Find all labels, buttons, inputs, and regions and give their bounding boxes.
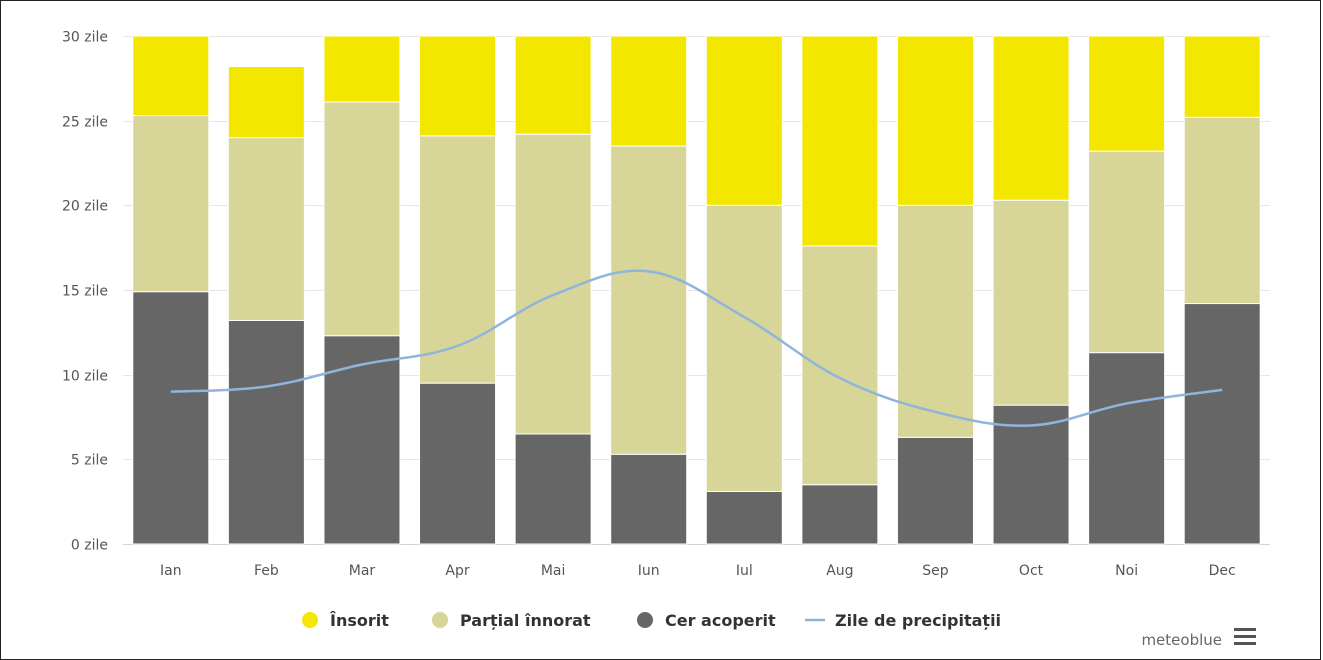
legend-item-3[interactable]: Zile de precipitații — [805, 611, 1001, 630]
precipitation-line-layer — [170, 269, 1223, 427]
bar-sep-series-2[interactable] — [896, 35, 974, 206]
bar-noi-series-2[interactable] — [1088, 35, 1166, 152]
bar-dec-series-0[interactable] — [1183, 303, 1261, 545]
bar-aug-series-0[interactable] — [801, 484, 879, 545]
bar-apr-series-1[interactable] — [419, 135, 497, 384]
y-tick-label: 15 zile — [62, 284, 108, 300]
legend-item-2[interactable]: Cer acoperit — [637, 611, 776, 630]
bar-feb-series-2[interactable] — [227, 65, 305, 139]
y-tick-label: 10 zile — [62, 369, 108, 385]
legend-label: Zile de precipitații — [835, 611, 1001, 630]
x-tick-label: Mar — [349, 563, 376, 579]
legend-circle-icon — [637, 612, 653, 628]
y-axis: 0 zile 5 zile 10 zile 15 zile 20 zile 25 zile… — [62, 30, 108, 554]
y-tick-label: 5 zile — [71, 453, 108, 469]
x-tick-label: Iun — [638, 563, 660, 579]
bar-iul-series-2[interactable] — [705, 35, 783, 206]
bar-apr-series-0[interactable] — [419, 382, 497, 545]
x-tick-label: Oct — [1019, 563, 1044, 579]
x-tick-label: Mai — [541, 563, 566, 579]
bar-dec-series-2[interactable] — [1183, 35, 1261, 118]
x-tick-label: Noi — [1115, 563, 1138, 579]
x-tick-label: Ian — [160, 563, 182, 579]
bar-iul-series-1[interactable] — [705, 204, 783, 493]
y-tick-label: 25 zile — [62, 115, 108, 131]
bar-oct-series-2[interactable] — [992, 35, 1070, 201]
x-axis: Ian Feb Mar Apr Mai Iun Iul Aug Sep Oct Noi Dec — [160, 563, 1236, 579]
bar-ian-series-0[interactable] — [132, 291, 210, 545]
bar-oct-series-1[interactable] — [992, 199, 1070, 406]
bar-mar-series-1[interactable] — [323, 101, 401, 337]
legend-label: Însorit — [330, 611, 389, 630]
x-tick-label: Dec — [1209, 563, 1236, 579]
bar-sep-series-0[interactable] — [896, 436, 974, 545]
legend-item-1[interactable]: Parțial înnorat — [432, 611, 591, 630]
x-tick-label: Apr — [445, 563, 469, 579]
bar-iul-series-0[interactable] — [705, 491, 783, 545]
legend-label: Parțial înnorat — [460, 611, 591, 630]
bar-mai-series-2[interactable] — [514, 35, 592, 135]
bar-oct-series-0[interactable] — [992, 404, 1070, 545]
legend-circle-icon — [302, 612, 318, 628]
credits-label[interactable]: meteoblue — [1141, 631, 1222, 649]
bar-apr-series-2[interactable] — [419, 35, 497, 137]
bar-dec-series-1[interactable] — [1183, 116, 1261, 305]
x-tick-label: Feb — [254, 563, 279, 579]
bar-iun-series-2[interactable] — [610, 35, 688, 147]
bar-ian-series-1[interactable] — [132, 115, 210, 293]
legend-item-0[interactable]: Însorit — [302, 611, 389, 630]
bar-iun-series-0[interactable] — [610, 453, 688, 545]
bar-mar-series-2[interactable] — [323, 35, 401, 103]
bar-iun-series-1[interactable] — [610, 145, 688, 455]
y-tick-label: 20 zile — [62, 199, 108, 215]
bar-ian-series-2[interactable] — [132, 35, 210, 117]
bar-mai-series-0[interactable] — [514, 433, 592, 545]
precipitation-line[interactable] — [170, 269, 1223, 427]
hamburger-menu-icon[interactable] — [1232, 622, 1258, 650]
bar-feb-series-1[interactable] — [227, 137, 305, 321]
x-tick-label: Iul — [736, 563, 753, 579]
bar-aug-series-2[interactable] — [801, 35, 879, 247]
bar-noi-series-1[interactable] — [1088, 150, 1166, 354]
bar-mar-series-0[interactable] — [323, 335, 401, 545]
legend-circle-icon — [432, 612, 448, 628]
x-tick-label: Aug — [826, 563, 853, 579]
bar-sep-series-1[interactable] — [896, 204, 974, 438]
x-tick-label: Sep — [922, 563, 949, 579]
y-tick-label: 0 zile — [71, 538, 108, 554]
bar-aug-series-1[interactable] — [801, 245, 879, 486]
bar-noi-series-0[interactable] — [1088, 352, 1166, 545]
bar-feb-series-0[interactable] — [227, 319, 305, 545]
bars — [132, 35, 1261, 545]
legend: Însorit Parțial înnorat Cer acoperit Zile d… — [302, 611, 1001, 630]
legend-label: Cer acoperit — [665, 611, 776, 630]
grid-lines — [123, 36, 1270, 545]
y-tick-label: 30 zile — [62, 30, 108, 46]
